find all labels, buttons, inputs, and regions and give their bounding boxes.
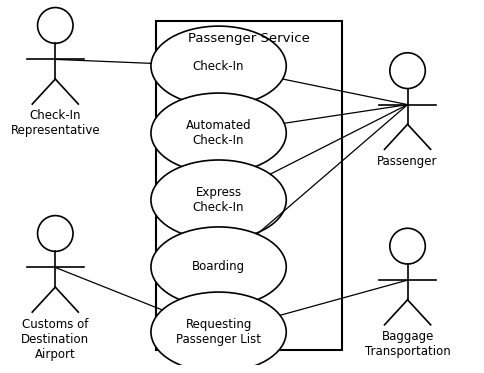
Text: Requesting
Passenger List: Requesting Passenger List [176,318,260,346]
Text: Customs of
Destination
Airport: Customs of Destination Airport [21,317,89,361]
Text: Check-In: Check-In [193,60,244,73]
Ellipse shape [151,93,286,173]
Ellipse shape [151,227,286,307]
Text: Boarding: Boarding [192,260,244,273]
Bar [155,21,342,350]
Text: Passenger: Passenger [377,155,437,168]
Ellipse shape [151,26,286,106]
Text: Passenger Service: Passenger Service [188,32,309,45]
Text: Baggage
Transportation: Baggage Transportation [364,330,450,358]
Text: Express
Check-In: Express Check-In [193,186,244,214]
Ellipse shape [151,292,286,372]
Text: Check-In
Representative: Check-In Representative [11,109,100,138]
Text: Automated
Check-In: Automated Check-In [185,119,251,147]
Ellipse shape [151,160,286,240]
